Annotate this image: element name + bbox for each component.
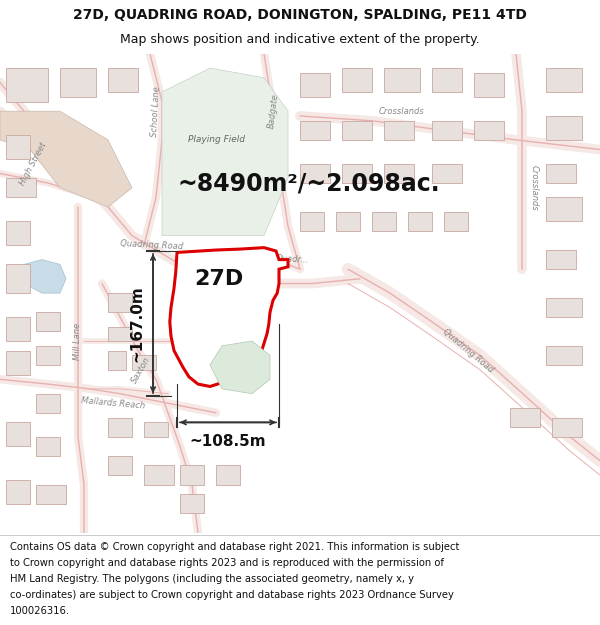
Bar [384, 164, 414, 183]
Bar [546, 298, 582, 317]
Bar [144, 422, 168, 437]
Bar [36, 394, 60, 412]
Text: Crosslands: Crosslands [530, 165, 539, 211]
Bar [336, 212, 360, 231]
Bar [546, 68, 582, 92]
Bar [384, 68, 420, 92]
Text: Map shows position and indicative extent of the property.: Map shows position and indicative extent… [120, 32, 480, 46]
Text: School Lane: School Lane [150, 86, 162, 137]
Text: Mill Lane: Mill Lane [74, 322, 83, 359]
Bar [6, 264, 30, 293]
Text: ~108.5m: ~108.5m [190, 434, 266, 449]
Bar [132, 356, 156, 370]
Bar [6, 480, 30, 504]
Polygon shape [170, 248, 288, 386]
Text: Contains OS data © Crown copyright and database right 2021. This information is : Contains OS data © Crown copyright and d… [10, 542, 460, 552]
Bar [546, 116, 582, 140]
Bar [216, 466, 240, 484]
Bar [552, 418, 582, 437]
Bar [300, 73, 330, 97]
Bar [300, 164, 330, 183]
Bar [546, 250, 576, 269]
Text: Saxton: Saxton [130, 355, 152, 384]
Text: to Crown copyright and database rights 2023 and is reproduced with the permissio: to Crown copyright and database rights 2… [10, 558, 444, 568]
Text: High Street: High Street [18, 141, 48, 187]
Bar [180, 494, 204, 513]
Bar [144, 466, 174, 484]
Bar [6, 351, 30, 374]
Bar [342, 121, 372, 140]
Bar [474, 73, 504, 97]
Bar [432, 68, 462, 92]
Bar [432, 164, 462, 183]
Bar [342, 164, 372, 183]
Bar [6, 178, 36, 198]
Bar [36, 346, 60, 365]
Bar [6, 135, 30, 159]
Text: Quadring Road: Quadring Road [441, 327, 495, 374]
Polygon shape [210, 341, 270, 394]
Text: 27D, QUADRING ROAD, DONINGTON, SPALDING, PE11 4TD: 27D, QUADRING ROAD, DONINGTON, SPALDING,… [73, 8, 527, 21]
Bar [300, 212, 324, 231]
Bar [546, 164, 576, 183]
Bar [36, 484, 66, 504]
Text: Quadr...: Quadr... [276, 254, 310, 265]
Bar [384, 121, 414, 140]
Text: co-ordinates) are subject to Crown copyright and database rights 2023 Ordnance S: co-ordinates) are subject to Crown copyr… [10, 590, 454, 600]
Bar [108, 293, 132, 312]
Text: HM Land Registry. The polygons (including the associated geometry, namely x, y: HM Land Registry. The polygons (includin… [10, 574, 414, 584]
Polygon shape [24, 259, 66, 293]
Bar [372, 212, 396, 231]
Bar [546, 346, 582, 365]
Bar [6, 68, 48, 102]
Bar [180, 466, 204, 484]
Bar [510, 408, 540, 427]
Bar [36, 437, 60, 456]
Bar [108, 327, 132, 341]
Text: ~8490m²/~2.098ac.: ~8490m²/~2.098ac. [177, 171, 440, 195]
Text: Quadring Road: Quadring Road [120, 239, 184, 251]
Bar [474, 121, 504, 140]
Text: Badgate: Badgate [266, 93, 280, 129]
Bar [300, 121, 330, 140]
Polygon shape [0, 111, 132, 207]
Bar [108, 418, 132, 437]
Bar [36, 312, 60, 331]
Bar [408, 212, 432, 231]
Bar [546, 198, 582, 221]
Bar [6, 221, 30, 245]
Bar [444, 212, 468, 231]
Polygon shape [162, 68, 288, 236]
Bar [342, 68, 372, 92]
Text: 27D: 27D [194, 269, 244, 289]
Bar [60, 68, 96, 97]
Text: Crosslands: Crosslands [379, 107, 425, 116]
Text: Mallards Reach: Mallards Reach [81, 396, 146, 411]
Text: 100026316.: 100026316. [10, 606, 70, 616]
Bar [108, 68, 138, 92]
Bar [108, 351, 126, 370]
Bar [432, 121, 462, 140]
Bar [6, 317, 30, 341]
Bar [108, 456, 132, 475]
Text: ~167.0m: ~167.0m [129, 285, 144, 362]
Text: Playing Field: Playing Field [187, 136, 245, 144]
Bar [6, 422, 30, 446]
